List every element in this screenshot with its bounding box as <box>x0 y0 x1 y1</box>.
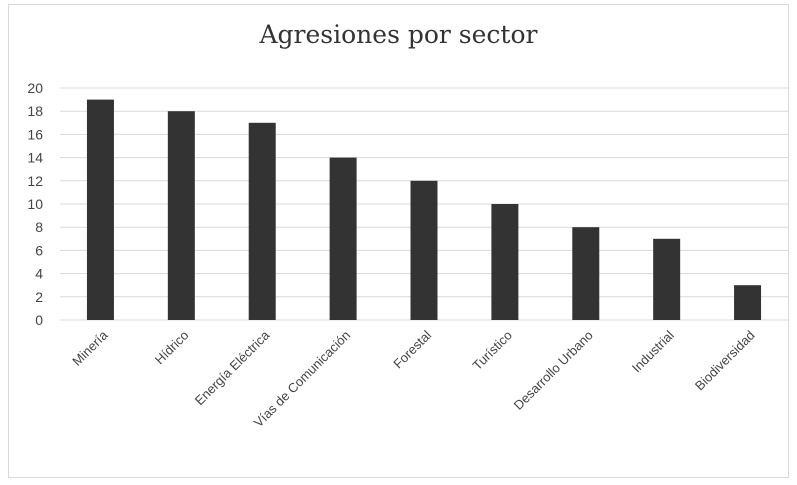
y-tick-label: 8 <box>35 219 43 235</box>
y-tick-label: 6 <box>35 242 43 258</box>
y-tick-label: 12 <box>27 173 43 189</box>
bar <box>572 227 600 320</box>
chart-title: Agresiones por sector <box>259 20 538 49</box>
bar <box>329 157 357 320</box>
x-tick-label: Biodiversidad <box>692 328 758 394</box>
x-tick-label: Hídrico <box>152 328 192 368</box>
bar <box>410 180 438 320</box>
bar <box>734 285 762 320</box>
x-tick-label: Desarrollo Urbano <box>511 328 596 413</box>
y-tick-label: 0 <box>35 312 43 328</box>
x-tick-label: Forestal <box>390 327 434 371</box>
y-axis-ticks: 0 2 4 6 8 10 12 14 16 18 20 <box>27 80 43 328</box>
x-tick-label: Minería <box>69 327 111 369</box>
x-tick-label: Energía Eléctrica <box>192 327 273 408</box>
x-tick-label: Turístico <box>470 328 516 374</box>
bar <box>491 204 519 320</box>
bar <box>167 111 195 320</box>
y-tick-label: 10 <box>27 196 43 212</box>
bar <box>248 122 276 320</box>
y-tick-label: 18 <box>27 103 43 119</box>
y-tick-label: 20 <box>27 80 43 96</box>
y-tick-label: 14 <box>27 150 43 166</box>
bar <box>653 238 681 320</box>
y-tick-label: 4 <box>35 266 43 282</box>
y-tick-label: 16 <box>27 126 43 142</box>
x-tick-label: Industrial <box>629 327 677 375</box>
y-tick-label: 2 <box>35 289 43 305</box>
bar <box>86 99 114 320</box>
bars <box>86 99 762 320</box>
